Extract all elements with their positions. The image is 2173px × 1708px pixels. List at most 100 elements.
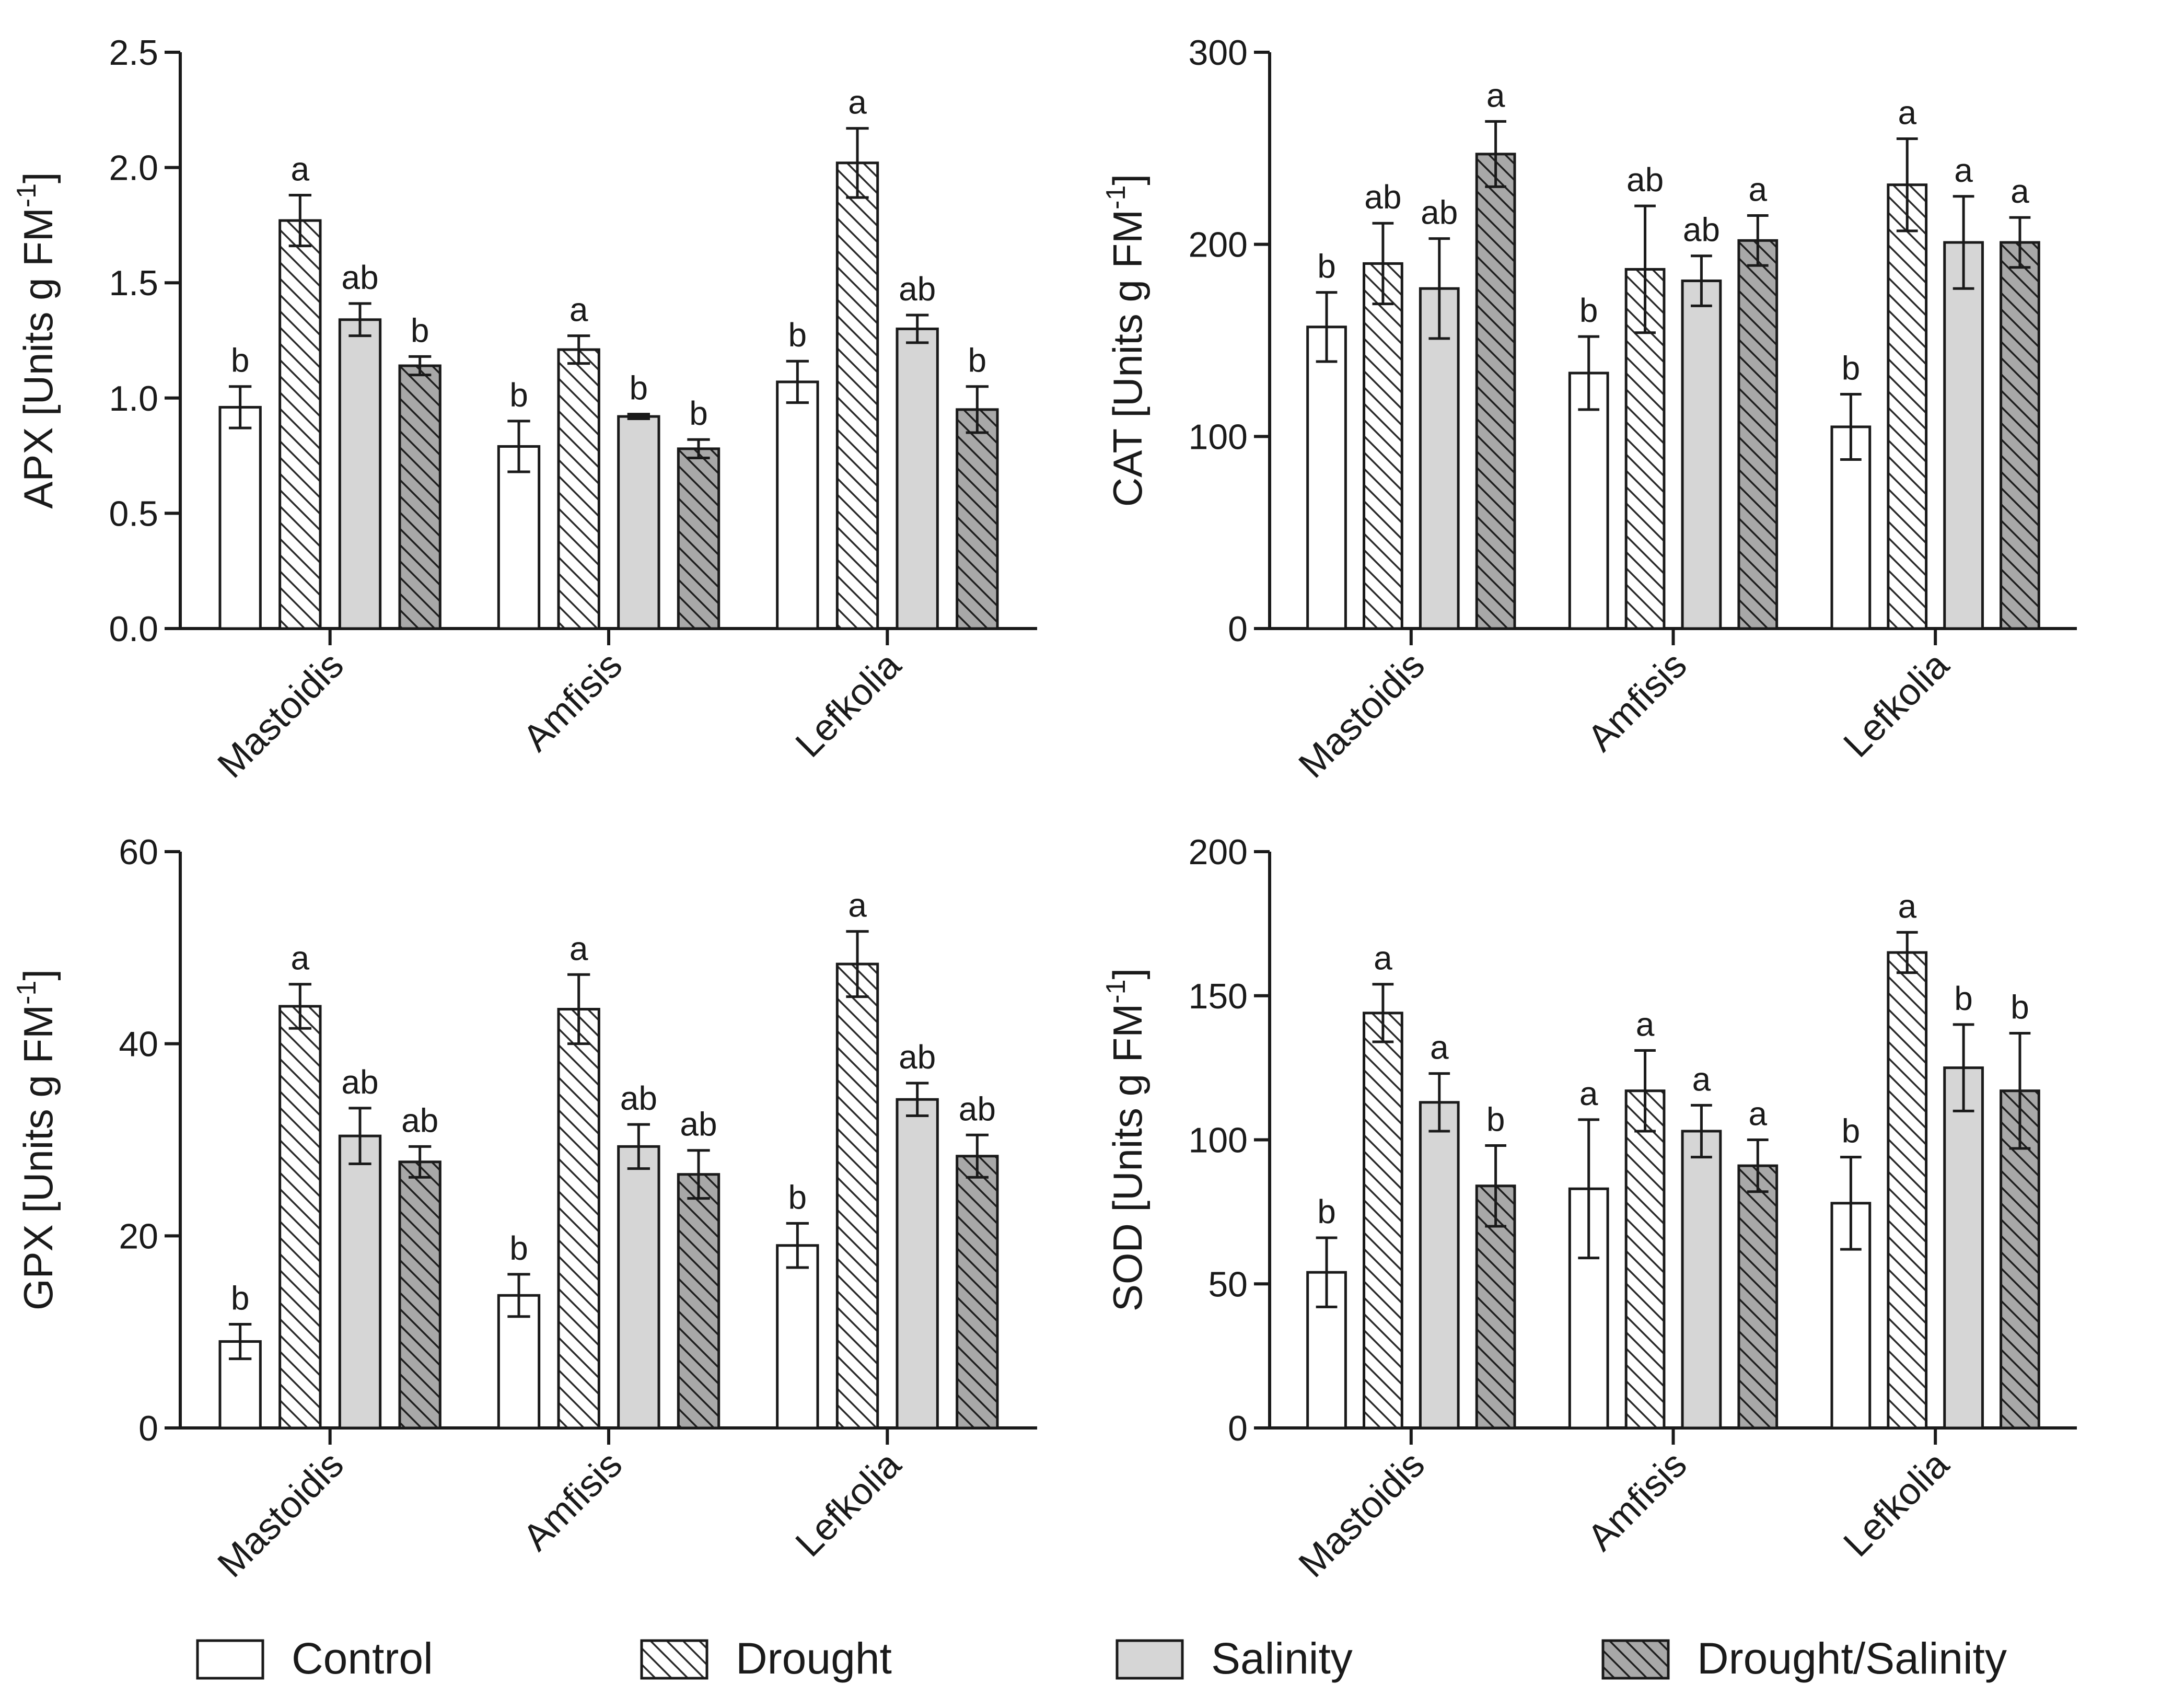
error-bar xyxy=(1840,1156,1862,1251)
y-tick-label: 300 xyxy=(1189,33,1248,73)
bar-drought-salinity-lefkolia xyxy=(956,408,999,630)
significance-letter: b xyxy=(1842,1112,1861,1150)
error-bar xyxy=(1691,1103,1712,1159)
significance-letter: b xyxy=(411,311,429,349)
x-tick-label-mastoidis: Mastoidis xyxy=(1291,1444,1433,1586)
significance-letter: a xyxy=(1954,152,1973,189)
error-bar xyxy=(1953,195,1974,290)
significance-letter: b xyxy=(788,316,807,354)
x-tick-label-mastoidis: Mastoidis xyxy=(210,644,352,786)
legend-swatch xyxy=(1115,1639,1184,1680)
significance-letter: b xyxy=(788,1178,807,1216)
error-bar xyxy=(2009,1031,2031,1150)
significance-letter: ab xyxy=(341,259,378,296)
bar-salinity-amfisis xyxy=(617,415,660,630)
bar-salinity-amfisis xyxy=(617,1145,660,1430)
error-bar xyxy=(1485,120,1506,188)
bar-control-amfisis xyxy=(1568,371,1609,630)
error-bar xyxy=(348,302,371,338)
y-tick-label: 2.5 xyxy=(109,33,158,73)
significance-letter: a xyxy=(291,150,310,188)
y-tick-label: 0 xyxy=(1228,609,1248,649)
bar-drought-salinity-lefkolia xyxy=(2000,241,2040,630)
bar-drought-lefkolia xyxy=(1887,183,1928,630)
error-bar xyxy=(288,194,311,248)
error-bar xyxy=(1316,291,1338,363)
error-bar xyxy=(1634,204,1656,334)
y-tick-label: 100 xyxy=(1189,417,1248,457)
bar-salinity-lefkolia xyxy=(896,1098,939,1430)
significance-letter: ab xyxy=(1364,178,1401,216)
x-tick-label-amfisis: Amfisis xyxy=(515,644,631,760)
y-tick-label: 200 xyxy=(1189,225,1248,265)
bar-drought-amfisis xyxy=(557,1007,600,1430)
legend-label: Control xyxy=(292,1634,433,1683)
bar-drought-salinity-amfisis xyxy=(1737,1164,1779,1430)
y-tick-label: 1.5 xyxy=(109,263,158,303)
bar-salinity-mastoidis xyxy=(1419,287,1460,630)
significance-letter: b xyxy=(968,342,987,379)
error-bar xyxy=(348,1107,371,1165)
legend-swatch xyxy=(1601,1639,1670,1680)
error-bar xyxy=(966,385,989,434)
y-tick-label: 2.0 xyxy=(109,148,158,188)
significance-letter: a xyxy=(570,291,588,329)
significance-letter: ab xyxy=(401,1101,438,1139)
legend-item-drought-salinity: Drought/Salinity xyxy=(1601,1634,2007,1683)
y-tick-label: 0.0 xyxy=(109,609,158,649)
significance-letter: a xyxy=(848,84,867,121)
error-bar xyxy=(1578,1118,1600,1260)
error-bar xyxy=(1634,1049,1656,1133)
x-tick-label-lefkolia: Lefkolia xyxy=(1835,644,1957,765)
y-axis-label: SOD [Units g FM-1] xyxy=(1101,968,1151,1311)
error-bar xyxy=(567,334,590,365)
significance-letter: ab xyxy=(620,1079,657,1117)
error-bar xyxy=(966,1133,989,1179)
bar-salinity-lefkolia xyxy=(1943,1066,1984,1430)
significance-letter: b xyxy=(231,1279,250,1317)
significance-letter: ab xyxy=(1683,211,1720,249)
bar-drought-salinity-mastoidis xyxy=(398,1160,441,1430)
error-bar xyxy=(786,1222,809,1269)
legend-item-salinity: Salinity xyxy=(1115,1634,1353,1683)
significance-letter: ab xyxy=(959,1090,996,1128)
significance-letter: ab xyxy=(899,1038,936,1076)
x-tick-label-lefkolia: Lefkolia xyxy=(1835,1443,1957,1565)
y-axis-label: GPX [Units g FM-1] xyxy=(11,969,61,1310)
bar-drought-amfisis xyxy=(1624,1089,1666,1430)
error-bar xyxy=(1428,237,1450,340)
error-bar xyxy=(906,1082,929,1118)
significance-letter: ab xyxy=(1626,161,1664,199)
error-bar xyxy=(409,355,432,377)
significance-letter: a xyxy=(1748,1095,1767,1133)
x-tick-label-amfisis: Amfisis xyxy=(515,1444,631,1559)
significance-letter: a xyxy=(291,939,310,977)
significance-letter: a xyxy=(1430,1029,1449,1066)
y-tick-label: 60 xyxy=(119,832,158,872)
error-bar xyxy=(1896,137,1918,233)
bar-drought-lefkolia xyxy=(835,161,879,630)
error-bar xyxy=(507,420,530,473)
bar-salinity-mastoidis xyxy=(338,1134,382,1430)
bar-drought-salinity-mastoidis xyxy=(1475,153,1516,630)
error-bar xyxy=(1485,1144,1506,1228)
error-bar xyxy=(627,413,650,421)
bar-drought-mastoidis xyxy=(1363,1012,1403,1430)
y-axis-label: CAT [Units g FM-1] xyxy=(1101,174,1151,507)
error-bar xyxy=(1953,1023,1974,1112)
error-bar xyxy=(1896,931,1918,974)
error-bar xyxy=(846,930,869,998)
legend-label: Salinity xyxy=(1211,1634,1353,1683)
significance-letter: a xyxy=(1692,1060,1711,1098)
significance-letter: a xyxy=(570,929,588,967)
bar-drought-lefkolia xyxy=(1887,951,1928,1430)
significance-letter: b xyxy=(1317,1193,1336,1230)
significance-letter: a xyxy=(1374,939,1392,977)
significance-letter: a xyxy=(1636,1006,1655,1043)
y-tick-label: 50 xyxy=(1208,1264,1248,1304)
error-bar xyxy=(906,313,929,344)
legend: Control Drought Salinity Drought/Salinity xyxy=(196,1634,2007,1683)
bar-salinity-amfisis xyxy=(1681,1130,1722,1430)
bar-drought-salinity-amfisis xyxy=(677,1173,721,1430)
